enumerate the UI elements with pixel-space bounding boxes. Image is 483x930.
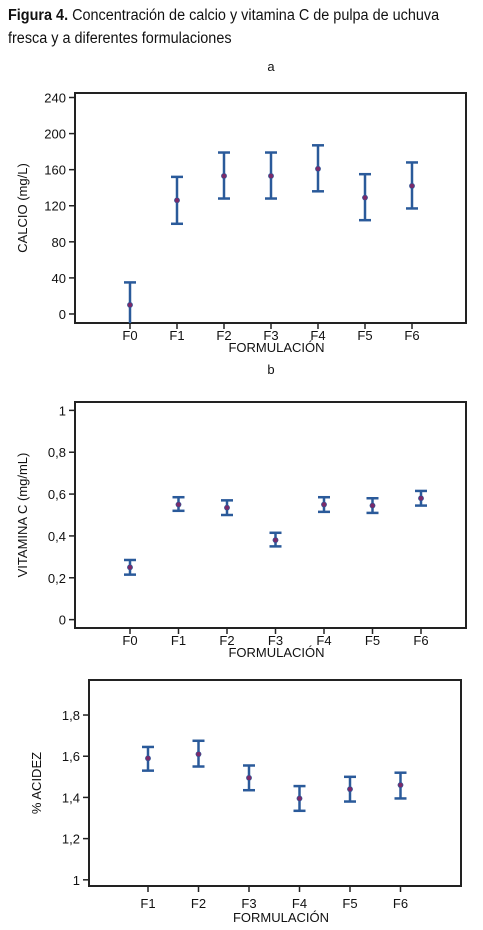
figure-caption-text: Concentración de calcio y vitamina C de … <box>8 7 440 47</box>
y-tick-label: 0,4 <box>48 529 66 544</box>
x-tick-label: F2 <box>216 328 231 343</box>
x-tick-label: F6 <box>413 633 428 648</box>
data-point <box>224 504 230 511</box>
y-tick-label: 200 <box>44 127 66 142</box>
y-tick-label: 160 <box>44 163 66 178</box>
y-tick-label: 120 <box>44 199 66 214</box>
data-point <box>174 197 180 204</box>
x-tick-label: F0 <box>122 328 137 343</box>
x-axis-label: FORMULACIÓN <box>228 340 324 355</box>
panel-label: b <box>267 362 274 377</box>
y-tick-label: 0,8 <box>48 445 66 460</box>
data-point <box>272 537 279 544</box>
x-tick-label: F4 <box>310 328 325 343</box>
data-point <box>418 495 424 502</box>
figure-label: Figura 4. <box>8 7 69 24</box>
data-point <box>321 501 327 508</box>
figure-caption: Figura 4. Concentración de calcio y vita… <box>8 4 445 50</box>
y-axis-label: VITAMINA C (mg/mL) <box>15 453 30 578</box>
y-tick-label: 0 <box>59 613 66 628</box>
x-tick-label: F1 <box>171 633 186 648</box>
x-tick-label: F5 <box>365 633 380 648</box>
acidity-chart: 1 1,2 1,4 1,6 1,8 % ACIDEZ F1 F2 F3 F4 F5 F6 FORMULA… <box>29 679 462 925</box>
y-tick-label: 0,6 <box>48 487 66 502</box>
data-point <box>145 755 151 762</box>
y-tick-label: 1,8 <box>62 708 80 723</box>
x-tick-label: F4 <box>316 633 331 648</box>
plot-frame <box>74 401 467 629</box>
panel-label: a <box>267 59 275 74</box>
x-tick-label: F3 <box>241 896 256 911</box>
y-tick-label: 1,2 <box>62 832 80 847</box>
y-tick-label: 80 <box>52 235 66 250</box>
data-point <box>127 302 133 308</box>
y-tick-label: 1,4 <box>62 790 80 805</box>
data-point <box>315 165 321 172</box>
data-point <box>296 795 303 802</box>
x-axis-label: FORMULACIÓN <box>233 910 329 925</box>
x-tick-label: F2 <box>219 633 234 648</box>
x-tick-label: F5 <box>342 896 357 911</box>
data-point <box>127 564 133 571</box>
data-point <box>409 183 415 189</box>
y-tick-label: 40 <box>52 271 66 286</box>
y-tick-label: 0,2 <box>48 571 66 586</box>
x-tick-label: F4 <box>292 896 307 911</box>
y-tick-label: 1 <box>73 873 80 888</box>
data-point <box>195 751 202 758</box>
data-point <box>369 502 376 509</box>
y-tick-label: 1,6 <box>62 749 80 764</box>
y-axis-label: % ACIDEZ <box>29 752 44 814</box>
data-point <box>268 173 274 179</box>
x-tick-label: F3 <box>268 633 283 648</box>
data-point <box>221 173 227 179</box>
x-tick-label: F1 <box>169 328 184 343</box>
y-tick-label: 1 <box>59 403 66 418</box>
data-point <box>397 782 404 788</box>
x-tick-label: F1 <box>140 896 155 911</box>
x-tick-label: F0 <box>122 633 137 648</box>
x-tick-label: F6 <box>393 896 408 911</box>
y-axis-label: CALCIO (mg/L) <box>15 163 30 253</box>
data-point <box>347 786 353 793</box>
x-axis-label: FORMULACIÓN <box>228 645 324 660</box>
data-point <box>362 194 368 201</box>
x-tick-label: F3 <box>263 328 278 343</box>
x-tick-label: F6 <box>404 328 419 343</box>
data-point <box>175 501 182 508</box>
y-tick-label: 0 <box>59 307 66 322</box>
data-point <box>246 774 252 781</box>
y-tick-label: 240 <box>44 91 66 106</box>
x-tick-label: F2 <box>191 896 206 911</box>
x-tick-label: F5 <box>357 328 372 343</box>
plot-frame <box>88 679 462 887</box>
